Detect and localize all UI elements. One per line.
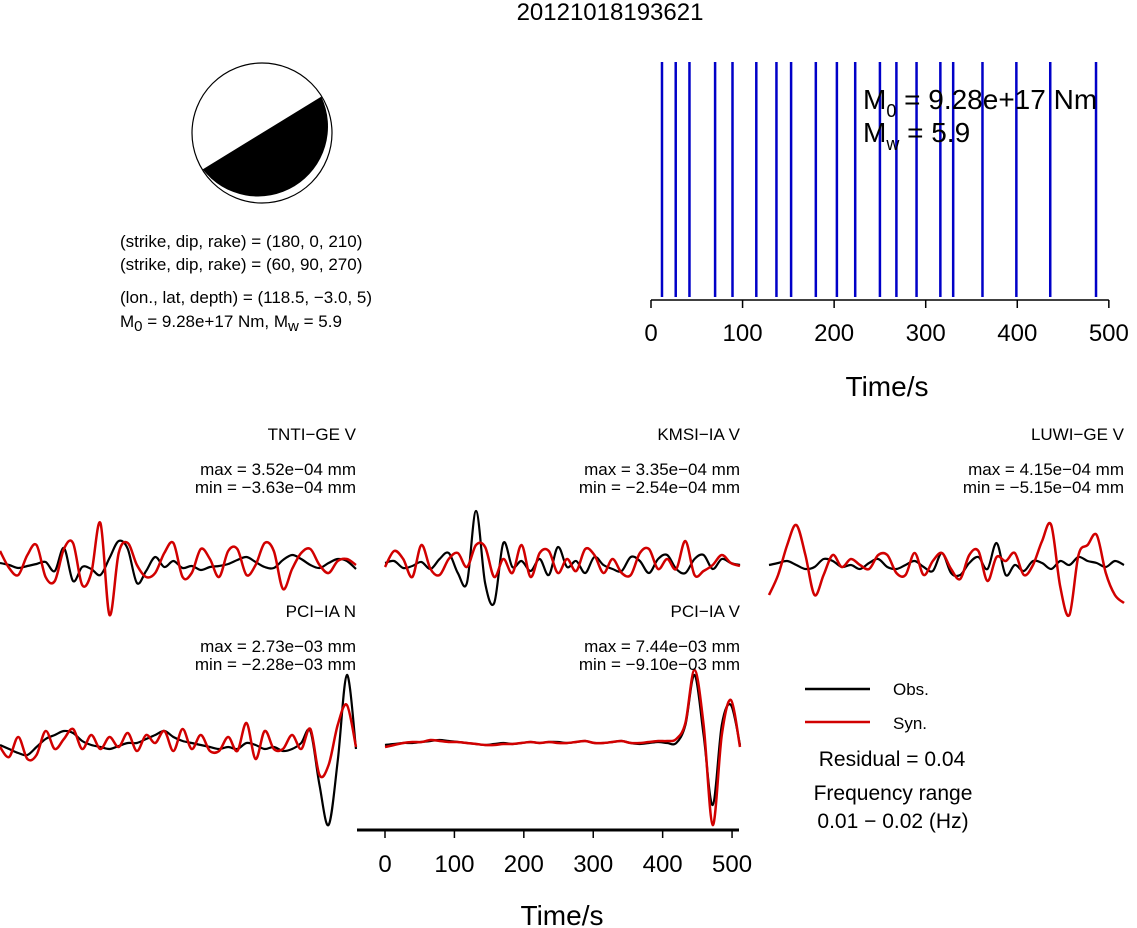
waveform-x-axis-label: Time/s xyxy=(521,900,604,928)
synthetic-trace-0 xyxy=(0,521,357,617)
stf-x-axis-label: Time/s xyxy=(846,371,929,402)
max-amplitude-0: max = 3.52e−04 mm xyxy=(200,460,356,479)
residual-text: Residual = 0.04 xyxy=(819,748,966,771)
stf-x-tick-label-1: 100 xyxy=(723,320,763,347)
focal-line-1: (strike, dip, rake) = (180, 0, 210) xyxy=(120,232,362,251)
waveform-x-tick-label-0: 0 xyxy=(378,851,391,878)
synthetic-trace-3 xyxy=(0,703,358,779)
observed-trace-1 xyxy=(384,509,741,606)
waveform-x-tick-label-4: 400 xyxy=(643,851,683,878)
stf-x-tick-label-3: 300 xyxy=(906,320,946,347)
station-label-3: PCI−IA N xyxy=(286,602,356,621)
moment-line: M0 = 9.28e+17 Nm, Mw = 5.9 xyxy=(120,312,342,335)
location-line: (lon., lat, depth) = (118.5, −3.0, 5) xyxy=(120,288,372,307)
legend-obs-label: Obs. xyxy=(893,680,929,699)
waveform-time-axis: 0 100 200 300 400 500 xyxy=(357,828,752,878)
min-amplitude-4: min = −9.10e−03 mm xyxy=(579,655,740,674)
source-time-function-plot: 0 100 200 300 400 500 xyxy=(644,62,1129,347)
frequency-range-title: Frequency range xyxy=(814,782,973,805)
min-amplitude-2: min = −5.15e−04 mm xyxy=(963,478,1124,497)
waveform-x-tick-label-5: 500 xyxy=(712,851,752,878)
waveform-x-tick-label-1: 100 xyxy=(434,851,474,878)
min-amplitude-3: min = −2.28e−03 mm xyxy=(195,655,356,674)
beachball-focal-mechanism xyxy=(191,62,333,204)
legend: Obs. Syn. Residual = 0.04 Frequency rang… xyxy=(805,680,972,833)
stf-x-tick-label-2: 200 xyxy=(814,320,854,347)
beachball-compressional-quadrant xyxy=(202,96,328,197)
station-label-1: KMSI−IA V xyxy=(657,425,740,444)
stf-x-tick-label-0: 0 xyxy=(644,320,657,347)
station-label-0: TNTI−GE V xyxy=(268,425,357,444)
synthetic-trace-2 xyxy=(767,521,1125,618)
stf-m0-label: M0 = 9.28e+17 Nm xyxy=(863,84,1097,121)
waveform-x-tick-label-3: 300 xyxy=(573,851,613,878)
frequency-range-value: 0.01 − 0.02 (Hz) xyxy=(817,810,968,833)
stf-x-tick-label-5: 500 xyxy=(1089,320,1129,347)
stf-mw-label: Mw = 5.9 xyxy=(863,117,970,154)
min-amplitude-0: min = −3.63e−04 mm xyxy=(195,478,356,497)
max-amplitude-3: max = 2.73e−03 mm xyxy=(200,637,356,656)
observed-trace-3 xyxy=(0,673,358,827)
max-amplitude-1: max = 3.35e−04 mm xyxy=(584,460,740,479)
max-amplitude-4: max = 7.44e−03 mm xyxy=(584,637,740,656)
max-amplitude-2: max = 4.15e−04 mm xyxy=(968,460,1124,479)
station-label-4: PCI−IA V xyxy=(671,602,741,621)
station-label-2: LUWI−GE V xyxy=(1031,425,1125,444)
stf-x-tick-label-4: 400 xyxy=(997,320,1037,347)
synthetic-trace-4 xyxy=(384,668,742,827)
focal-line-2: (strike, dip, rake) = (60, 90, 270) xyxy=(120,255,362,274)
legend-syn-label: Syn. xyxy=(893,714,927,733)
synthetic-trace-1 xyxy=(383,539,741,579)
min-amplitude-1: min = −2.54e−04 mm xyxy=(579,478,740,497)
figure-title: 20121018193621 xyxy=(517,0,704,26)
waveform-x-tick-label-2: 200 xyxy=(504,851,544,878)
